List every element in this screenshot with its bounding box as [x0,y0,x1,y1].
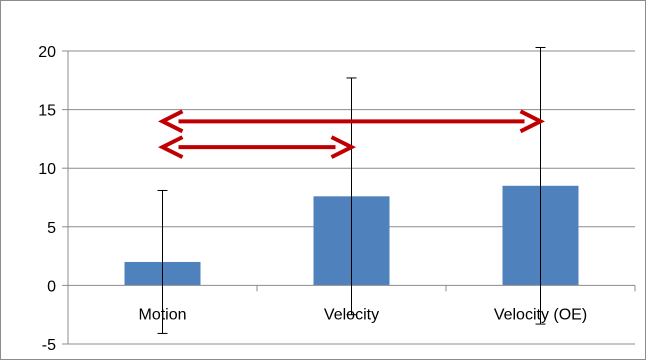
y-tick-label: 15 [38,103,56,120]
y-tick-label: 5 [47,220,56,237]
y-tick-label: 0 [47,278,56,295]
y-tick-label: 20 [38,44,56,61]
x-category-label: Velocity [324,306,379,323]
x-category-labels: Motion Velocity Velocity (OE) [138,306,587,323]
error-bars [157,46,546,334]
y-tick-labels: -5 0 5 10 15 20 [38,44,56,354]
y-tick-label: -5 [42,337,56,354]
double-arrow [158,109,545,134]
double-arrow [158,135,356,159]
arrow-head-right [519,109,545,134]
arrow-head-left [158,135,184,159]
y-tick-label: 10 [38,161,56,178]
x-category-label: Motion [138,306,186,323]
x-category-label: Velocity (OE) [494,306,587,323]
arrow-head-left [158,109,184,134]
arrow-head-right [330,135,356,159]
annotation-arrows [158,109,545,159]
